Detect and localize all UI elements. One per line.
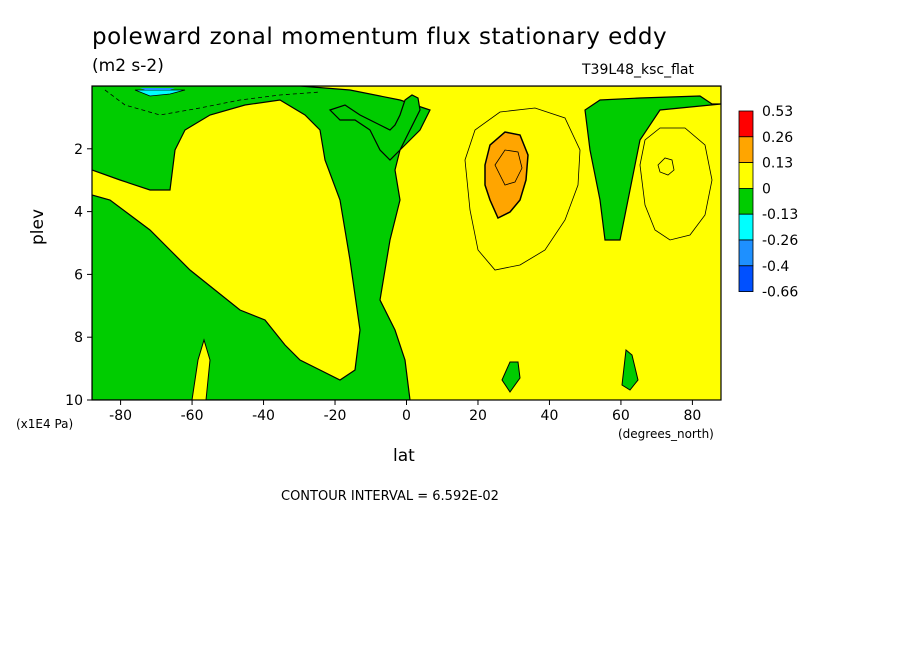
y-axis-unit: (x1E4 Pa) bbox=[16, 417, 74, 431]
y-tick-label: 2 bbox=[74, 142, 83, 158]
colorbar-label: -0.4 bbox=[762, 259, 789, 275]
colorbar-swatch bbox=[738, 265, 754, 292]
x-tick-label: 0 bbox=[402, 408, 411, 424]
colorbar-label: -0.13 bbox=[762, 207, 798, 223]
colorbar: 0.53 0.26 0.13 0 -0.13 -0.26 -0.4 -0.66 bbox=[738, 104, 798, 301]
green-small-bottom-1 bbox=[501, 361, 521, 393]
colorbar-label: 0 bbox=[762, 181, 771, 197]
green-center-tongue bbox=[328, 94, 421, 161]
yellow-spike bbox=[191, 338, 211, 400]
green-left bbox=[92, 86, 431, 400]
x-tick-label: 40 bbox=[541, 408, 559, 424]
colorbar-label: -0.66 bbox=[762, 285, 798, 301]
chart-title: poleward zonal momentum flux stationary … bbox=[92, 24, 668, 50]
x-axis-label: lat bbox=[393, 446, 415, 466]
green-small-bottom-2 bbox=[621, 349, 639, 391]
contour-line-positive-1 bbox=[494, 149, 523, 186]
y-tick-label: 8 bbox=[74, 330, 83, 346]
negative-region-southwest bbox=[92, 86, 721, 241]
contour-line-positive-2 bbox=[464, 107, 581, 271]
x-axis: -80 -60 -40 -20 0 20 40 60 80 bbox=[109, 400, 701, 424]
colorbar-swatch bbox=[738, 162, 754, 189]
contour-line-positive-4 bbox=[657, 157, 675, 176]
colorbar-label: 0.53 bbox=[762, 104, 793, 120]
x-tick-label: -20 bbox=[324, 408, 347, 424]
chart-units: (m2 s-2) bbox=[92, 56, 164, 76]
orange-max bbox=[484, 131, 529, 220]
contour-line-dashed-top bbox=[104, 89, 321, 116]
x-tick-label: -80 bbox=[109, 408, 132, 424]
colorbar-swatch bbox=[738, 239, 754, 267]
x-tick-label: -60 bbox=[181, 408, 204, 424]
run-label: T39L48_ksc_flat bbox=[582, 62, 694, 78]
colorbar-swatch bbox=[738, 136, 754, 164]
x-tick-label: 80 bbox=[683, 408, 701, 424]
y-tick-label: 6 bbox=[74, 267, 83, 283]
x-tick-label: -40 bbox=[252, 408, 275, 424]
x-tick-label: 60 bbox=[612, 408, 630, 424]
contour-interval: CONTOUR INTERVAL = 6.592E-02 bbox=[281, 489, 499, 504]
colorbar-swatch bbox=[738, 187, 754, 215]
colorbar-label: 0.13 bbox=[762, 156, 793, 172]
colorbar-label: 0.26 bbox=[762, 130, 793, 146]
dark-blue-top-line bbox=[140, 88, 175, 90]
plot-area bbox=[91, 85, 722, 401]
colorbar-swatch bbox=[738, 213, 754, 241]
x-tick-label: 20 bbox=[469, 408, 487, 424]
y-tick-label: 4 bbox=[74, 205, 83, 221]
y-tick-label: 10 bbox=[65, 393, 83, 409]
colorbar-label: -0.26 bbox=[762, 233, 798, 249]
contour-line-positive-3 bbox=[639, 127, 713, 241]
colorbar-swatch bbox=[738, 110, 754, 138]
x-axis-unit: (degrees_north) bbox=[618, 427, 714, 441]
y-axis: 2 4 6 8 10 bbox=[65, 142, 92, 409]
